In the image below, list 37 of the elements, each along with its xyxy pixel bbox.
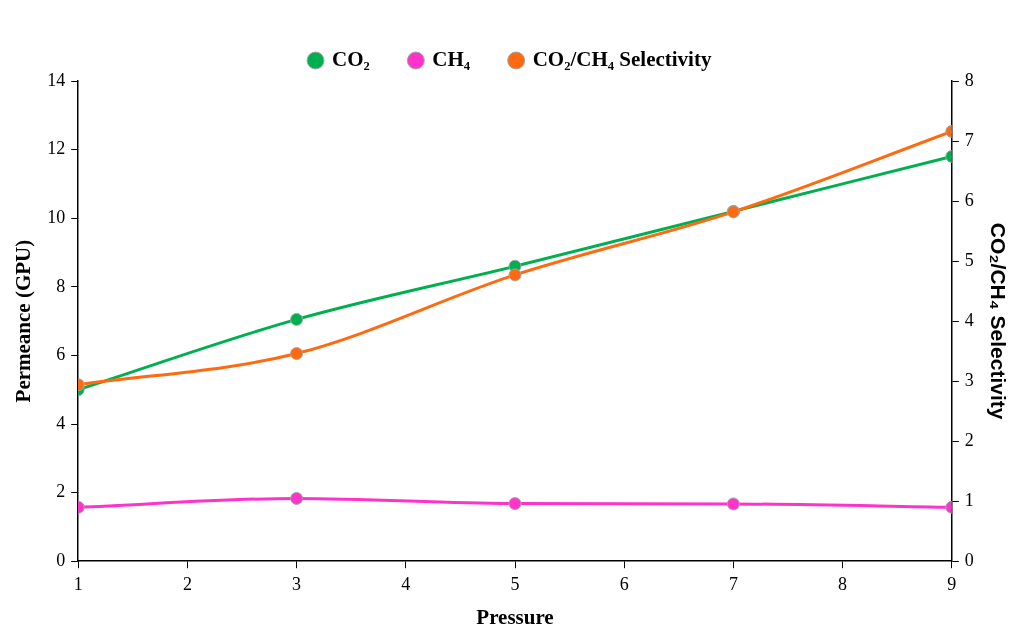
y-tick-label: 10: [47, 206, 66, 227]
y2-tick-label: 1: [964, 489, 974, 510]
y2-tick-label: 0: [964, 549, 974, 570]
y2-tick-label: 2: [964, 429, 974, 450]
x-tick-label: 9: [947, 573, 957, 594]
y2-tick-label: 4: [964, 309, 974, 330]
y-tick-label: 4: [56, 412, 66, 433]
y2-tick-label: 6: [964, 189, 974, 210]
x-axis-title: Pressure: [476, 604, 554, 629]
y-tick-label: 8: [56, 275, 66, 296]
y-tick-label: 0: [56, 549, 66, 570]
x-tick-label: 6: [619, 573, 629, 594]
y2-tick-label: 7: [964, 129, 974, 150]
x-tick-label: 8: [838, 573, 848, 594]
y2-tick-label: 3: [964, 369, 974, 390]
point: [290, 491, 304, 505]
point: [508, 497, 522, 511]
x-tick-label: 3: [292, 573, 302, 594]
x-tick-label: 1: [73, 573, 83, 594]
point: [290, 347, 304, 361]
y-tick-label: 12: [47, 138, 66, 159]
x-tick-label: 7: [728, 573, 738, 594]
x-tick-label: 2: [182, 573, 192, 594]
y-tick-label: 14: [47, 69, 66, 90]
y2-axis-title: CO₂/CH₄ Selectivity: [986, 222, 1010, 420]
y-tick-label: 2: [56, 481, 66, 502]
y-tick-label: 6: [56, 344, 66, 365]
legend-label: CH₄: [432, 46, 471, 71]
y2-tick-label: 5: [964, 249, 974, 270]
x-tick-label: 5: [510, 573, 520, 594]
legend-label: CO₂: [332, 46, 370, 71]
x-tick-label: 4: [401, 573, 411, 594]
point: [726, 497, 740, 511]
y2-tick-label: 8: [964, 69, 974, 90]
y-axis-title: Permeance (GPU): [11, 239, 36, 403]
legend-label: CO₂/CH₄ Selectivity: [532, 46, 712, 71]
point: [508, 268, 522, 282]
